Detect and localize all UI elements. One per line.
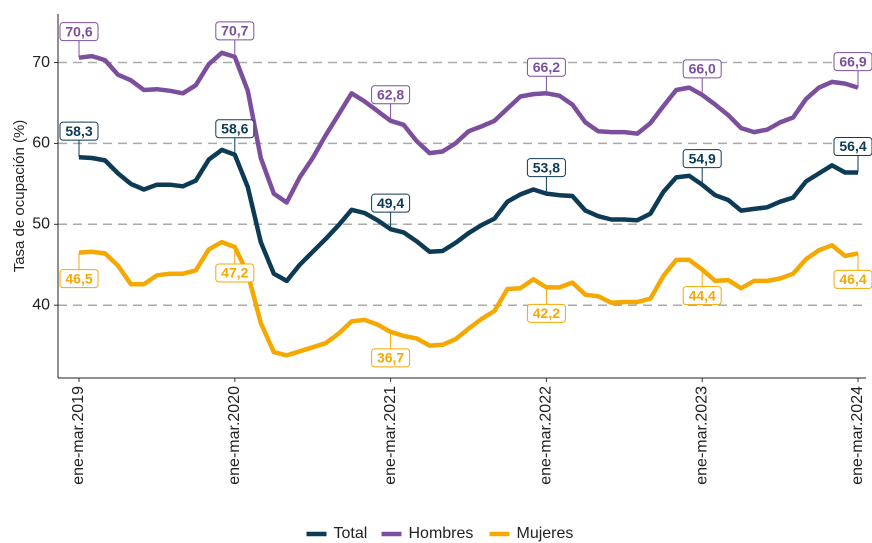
y-tick-label: 40 [32,296,50,313]
x-tick-label: ene-mar.2024 [849,386,866,485]
x-tick-label: ene-mar.2021 [382,386,399,485]
data-label: 58,3 [59,121,99,158]
label-box [682,286,722,306]
data-label: 36,7 [371,331,411,368]
data-label-text: 56,4 [839,138,866,154]
label-box [526,303,566,323]
data-label: 66,0 [682,59,722,95]
line-series [78,239,859,358]
label-box [371,193,411,213]
label-box [833,52,872,72]
data-label: 70,7 [215,21,255,57]
data-label: 46,4 [833,253,872,289]
data-label-text: 70,7 [221,23,248,39]
data-label-text: 49,4 [377,195,404,211]
data-label-text: 62,8 [377,86,404,102]
line-series [78,50,859,205]
data-label-text: 54,9 [689,150,716,166]
label-box [371,85,411,105]
data-label-text: 46,5 [65,270,92,286]
data-label: 49,4 [371,193,411,230]
label-box [59,269,99,289]
label-box [526,57,566,77]
data-label: 54,9 [682,149,722,185]
data-label-text: 58,3 [65,123,92,139]
y-tick-label: 70 [32,54,50,71]
data-label-text: 36,7 [377,350,404,366]
data-label-text: 44,4 [689,287,716,303]
data-label-text: 46,4 [839,271,866,287]
y-tick-label: 50 [32,216,50,233]
data-label-text: 47,2 [221,265,248,281]
label-box [526,158,566,178]
label-box [59,22,99,42]
y-axis-title: Tasa de ocupación (%) [11,120,28,273]
data-label: 47,2 [215,246,255,283]
data-label: 42,2 [526,287,566,323]
x-tick-label: ene-mar.2019 [70,386,87,485]
label-box [833,137,872,157]
x-tick-label: ene-mar.2020 [226,386,243,485]
data-label: 58,6 [215,119,255,155]
data-label-text: 42,2 [533,305,560,321]
y-tick-label: 60 [32,135,50,152]
label-box [833,269,872,289]
data-label: 46,5 [59,252,99,289]
label-box [59,121,99,141]
data-label-text: 58,6 [221,120,248,136]
data-label: 62,8 [371,85,411,121]
data-label-text: 66,0 [689,61,716,77]
data-label: 44,4 [682,269,722,306]
data-label: 70,6 [59,22,99,58]
x-tick-label: ene-mar.2023 [693,386,710,485]
label-box [215,119,255,139]
label-box [371,348,411,368]
data-label: 66,2 [526,57,566,94]
line-series [78,147,858,284]
x-tick-label: ene-mar.2022 [538,386,555,485]
legend-label: Hombres [409,525,474,542]
data-label: 66,9 [833,52,872,88]
label-box [215,21,255,41]
data-label-text: 53,8 [533,159,560,175]
label-box [215,263,255,283]
label-box [682,59,722,79]
legend-label: Mujeres [517,525,574,542]
data-label: 56,4 [833,137,872,173]
label-box [682,149,722,169]
legend-label: Total [334,525,368,542]
data-label-text: 66,2 [533,59,560,75]
data-label: 53,8 [526,158,566,194]
data-label-text: 70,6 [65,23,92,39]
data-label-text: 66,9 [839,53,866,69]
